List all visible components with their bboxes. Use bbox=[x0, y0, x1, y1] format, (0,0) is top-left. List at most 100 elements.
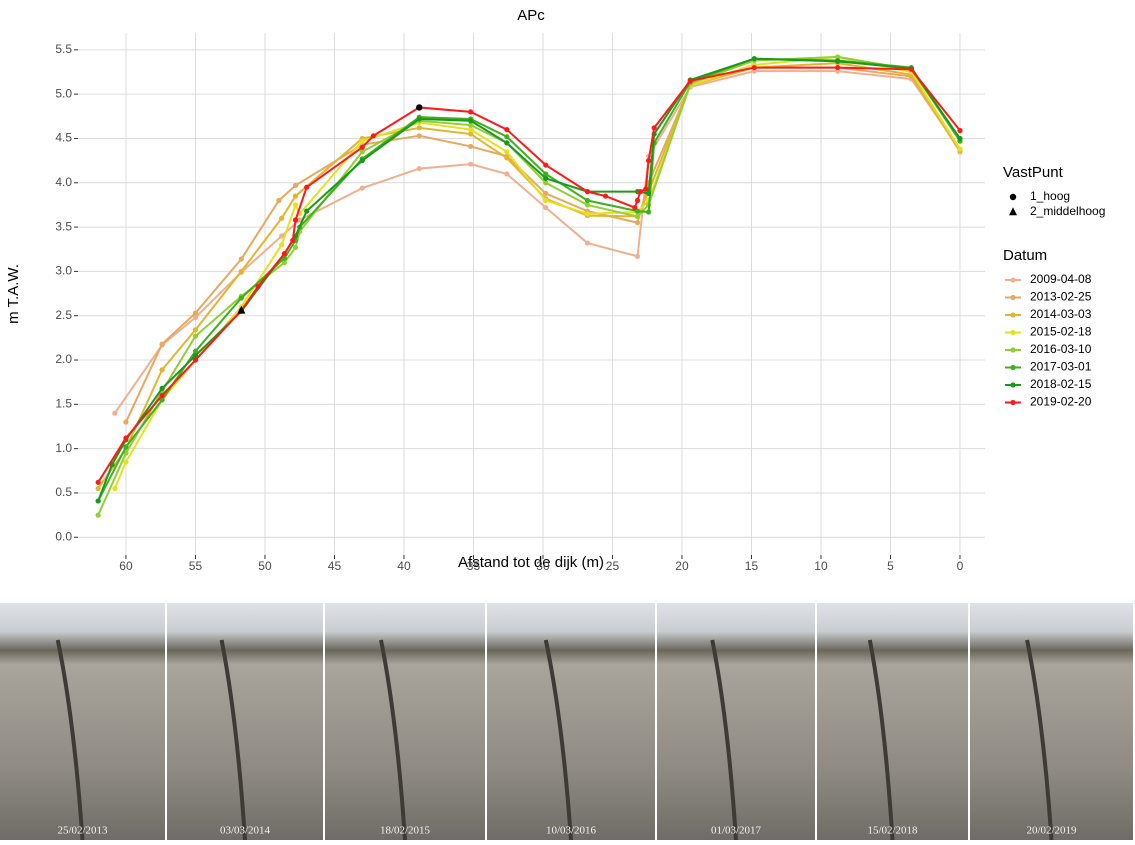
data-point bbox=[95, 498, 101, 504]
photo bbox=[970, 603, 1133, 840]
data-point bbox=[304, 208, 310, 214]
data-point bbox=[835, 58, 841, 64]
data-point bbox=[359, 185, 365, 191]
data-point bbox=[192, 352, 199, 359]
legend-label: 2014-03-03 bbox=[1030, 307, 1092, 321]
x-tick-label: 55 bbox=[189, 559, 203, 573]
photo bbox=[817, 603, 968, 840]
data-point bbox=[646, 158, 652, 164]
legend-swatch bbox=[1010, 382, 1016, 388]
data-point bbox=[504, 140, 510, 146]
chart-title: APc bbox=[517, 7, 545, 24]
y-axis-label: m T.A.W. bbox=[5, 264, 22, 324]
y-tick-label: 3.5 bbox=[55, 219, 72, 233]
data-point bbox=[543, 197, 549, 204]
legend-label: 1_hoog bbox=[1030, 189, 1070, 203]
y-tick-label: 1.5 bbox=[55, 397, 72, 411]
data-point bbox=[646, 209, 652, 215]
data-point bbox=[238, 256, 244, 262]
data-point bbox=[634, 197, 641, 204]
data-point bbox=[908, 66, 914, 72]
data-point bbox=[468, 118, 474, 124]
photo-caption: 20/02/2019 bbox=[1026, 825, 1077, 837]
photo bbox=[167, 603, 323, 840]
x-tick-label: 5 bbox=[887, 559, 894, 573]
legend-label: 2016-03-10 bbox=[1030, 342, 1092, 356]
data-point bbox=[584, 240, 591, 246]
data-point bbox=[416, 165, 422, 172]
data-point bbox=[192, 314, 199, 321]
data-point bbox=[192, 357, 199, 363]
data-point bbox=[123, 450, 129, 456]
data-point bbox=[359, 149, 365, 155]
data-point bbox=[643, 186, 649, 192]
data-point bbox=[646, 190, 652, 197]
data-point bbox=[468, 122, 474, 128]
data-point bbox=[416, 133, 422, 139]
y-tick-label: 4.5 bbox=[55, 131, 72, 145]
y-tick-label: 0.0 bbox=[55, 529, 72, 543]
data-point bbox=[304, 184, 310, 190]
x-tick-label: 30 bbox=[536, 559, 550, 573]
data-point bbox=[255, 283, 261, 290]
photo-caption: 18/02/2015 bbox=[380, 825, 431, 837]
x-tick-label: 40 bbox=[397, 559, 411, 573]
data-point bbox=[192, 348, 199, 354]
data-point bbox=[504, 171, 510, 177]
data-point bbox=[835, 64, 841, 71]
legend-swatch bbox=[1010, 277, 1016, 283]
legend-label: 2009-04-08 bbox=[1030, 272, 1092, 286]
data-point bbox=[416, 125, 422, 131]
photo-crack bbox=[543, 639, 573, 841]
data-point bbox=[634, 213, 641, 220]
data-point bbox=[468, 109, 474, 115]
photo-caption: 25/02/2013 bbox=[57, 825, 108, 837]
y-tick-label: 0.5 bbox=[55, 485, 72, 499]
data-point bbox=[297, 217, 303, 223]
marker bbox=[416, 104, 423, 111]
x-axis-label: Afstand tot de dijk (m) bbox=[458, 554, 604, 571]
data-point bbox=[634, 253, 641, 259]
data-point bbox=[112, 410, 118, 416]
photo-crack bbox=[867, 639, 895, 841]
x-tick-label: 10 bbox=[814, 559, 828, 573]
x-tick-label: 0 bbox=[957, 559, 964, 573]
legend-label: 2015-02-18 bbox=[1030, 325, 1092, 339]
x-tick-label: 45 bbox=[328, 559, 342, 573]
legend-title: VastPunt bbox=[1003, 164, 1064, 181]
data-point bbox=[543, 180, 549, 186]
x-tick-label: 20 bbox=[675, 559, 689, 573]
data-point bbox=[95, 485, 101, 492]
photo bbox=[325, 603, 485, 840]
data-point bbox=[238, 295, 244, 301]
data-point bbox=[504, 149, 510, 155]
data-point bbox=[123, 419, 129, 425]
data-point bbox=[112, 485, 118, 492]
data-point bbox=[751, 56, 757, 62]
legend-label: 2013-02-25 bbox=[1030, 290, 1092, 304]
data-point bbox=[416, 116, 422, 122]
data-point bbox=[543, 175, 549, 181]
data-point bbox=[279, 242, 285, 248]
y-tick-label: 4.0 bbox=[55, 175, 72, 189]
y-tick-label: 5.0 bbox=[55, 86, 72, 100]
data-point bbox=[192, 327, 199, 333]
photo-crack bbox=[219, 639, 247, 841]
data-point bbox=[602, 193, 609, 199]
photo-crack bbox=[379, 639, 407, 841]
x-tick-label: 35 bbox=[467, 559, 481, 573]
data-point bbox=[584, 197, 591, 204]
x-tick-label: 60 bbox=[119, 559, 133, 573]
data-point bbox=[634, 220, 641, 226]
data-point bbox=[359, 138, 365, 144]
data-point bbox=[292, 217, 299, 223]
data-point bbox=[468, 161, 474, 167]
photo-caption: 03/03/2014 bbox=[220, 825, 271, 837]
y-tick-label: 1.0 bbox=[55, 441, 72, 455]
data-point bbox=[281, 259, 288, 266]
data-point bbox=[281, 251, 288, 257]
photo bbox=[0, 603, 165, 840]
photo-caption: 15/02/2018 bbox=[867, 825, 918, 837]
data-point bbox=[159, 341, 165, 347]
